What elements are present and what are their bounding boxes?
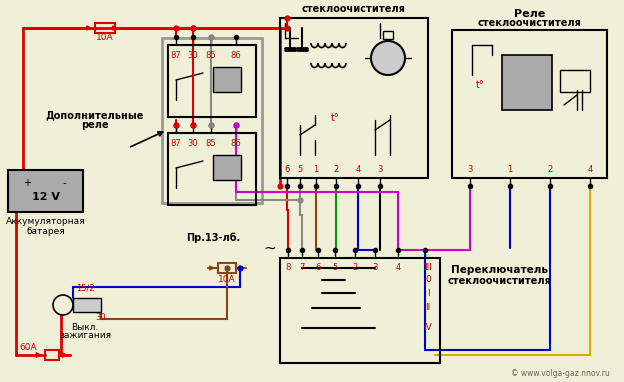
Text: Пр.13-лб.: Пр.13-лб.: [186, 233, 240, 243]
Text: +          -: + -: [24, 178, 67, 188]
Bar: [280, 258, 440, 363]
Bar: [383, 31, 393, 39]
Text: II: II: [426, 304, 431, 312]
Text: 12 V: 12 V: [31, 192, 59, 202]
Bar: [218, 263, 236, 273]
Bar: [162, 38, 262, 203]
Text: 8: 8: [285, 264, 291, 272]
Text: I: I: [427, 288, 429, 298]
Text: 4: 4: [587, 165, 593, 175]
Text: стеклоочистителя: стеклоочистителя: [448, 276, 552, 286]
Circle shape: [371, 41, 405, 75]
Text: Выкл.: Выкл.: [71, 322, 99, 332]
Text: 10А: 10А: [96, 32, 114, 42]
Bar: [452, 30, 607, 178]
Bar: [73, 298, 101, 312]
Text: реле: реле: [81, 120, 109, 130]
Text: 5: 5: [298, 165, 303, 175]
Text: 3: 3: [373, 264, 378, 272]
Bar: [45, 350, 59, 360]
Text: 85: 85: [206, 50, 217, 60]
Text: III: III: [424, 264, 432, 272]
Text: 86: 86: [231, 50, 241, 60]
Text: 6: 6: [285, 165, 290, 175]
Bar: [213, 155, 241, 180]
Text: 30: 30: [188, 50, 198, 60]
Text: 5: 5: [333, 264, 338, 272]
Text: зажигания: зажигания: [59, 332, 111, 340]
Text: 85: 85: [206, 139, 217, 147]
Text: 7: 7: [300, 264, 305, 272]
Text: стеклоочистителя: стеклоочистителя: [477, 18, 582, 28]
Text: 30: 30: [95, 312, 106, 322]
Text: 1: 1: [422, 264, 427, 272]
Bar: [213, 67, 241, 92]
Text: 30: 30: [188, 139, 198, 147]
Text: 0: 0: [425, 275, 431, 285]
Text: батарея: батарея: [26, 228, 65, 236]
Text: 6: 6: [315, 264, 321, 272]
Text: Дополнительные: Дополнительные: [46, 110, 144, 120]
Text: 3: 3: [378, 165, 383, 175]
Text: 2: 2: [547, 165, 553, 175]
Text: 1: 1: [507, 165, 513, 175]
Text: 60А: 60А: [19, 343, 37, 353]
Bar: [168, 133, 256, 205]
Bar: [95, 23, 115, 33]
Text: t°: t°: [475, 80, 484, 90]
Text: 3: 3: [467, 165, 473, 175]
Bar: [560, 70, 590, 92]
Text: 15/2: 15/2: [76, 283, 94, 293]
Bar: [280, 18, 428, 178]
Bar: [168, 45, 256, 117]
Bar: [502, 55, 552, 110]
Text: 86: 86: [231, 139, 241, 147]
Text: Переключатель: Переключатель: [452, 265, 548, 275]
Text: 87: 87: [170, 50, 182, 60]
Text: 1: 1: [313, 165, 319, 175]
Text: 10А: 10А: [218, 275, 236, 285]
Text: Аккумуляторная: Аккумуляторная: [6, 217, 85, 227]
Text: 2: 2: [353, 264, 358, 272]
Text: IV: IV: [424, 324, 432, 332]
Bar: [8, 170, 83, 212]
Text: 87: 87: [170, 139, 182, 147]
Text: Реле: Реле: [514, 9, 545, 19]
Text: 4: 4: [396, 264, 401, 272]
Text: ~: ~: [263, 241, 276, 256]
Text: стеклоочистителя: стеклоочистителя: [302, 4, 406, 14]
Text: t°: t°: [331, 113, 339, 123]
Text: 4: 4: [356, 165, 361, 175]
Text: 2: 2: [333, 165, 339, 175]
Text: © www.volga-gaz.nnov.ru: © www.volga-gaz.nnov.ru: [511, 369, 610, 379]
